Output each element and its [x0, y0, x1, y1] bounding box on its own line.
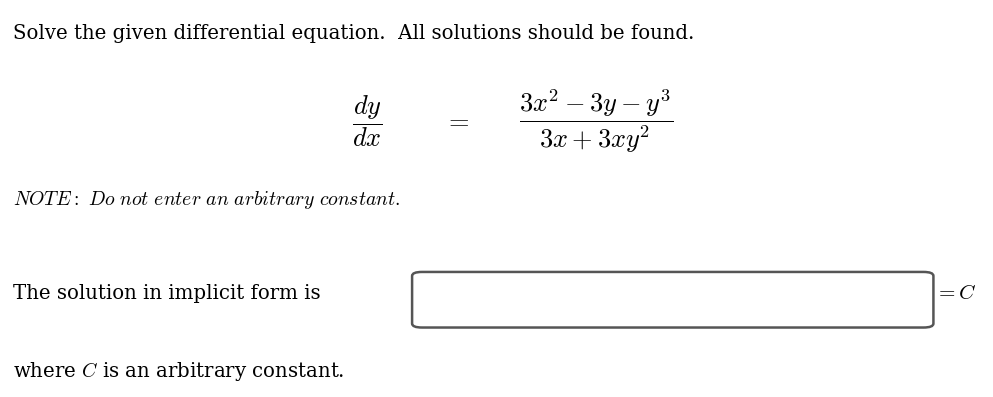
- Text: $\mathit{NOTE{:}\ Do\ not\ enter\ an\ arbitrary\ constant.}$: $\mathit{NOTE{:}\ Do\ not\ enter\ an\ ar…: [13, 189, 400, 212]
- Text: $= C$: $= C$: [935, 284, 977, 303]
- Text: $=$: $=$: [444, 109, 470, 133]
- Text: where $C$ is an arbitrary constant.: where $C$ is an arbitrary constant.: [13, 360, 345, 383]
- Text: The solution in implicit form is: The solution in implicit form is: [13, 284, 321, 303]
- Text: Solve the given differential equation.  All solutions should be found.: Solve the given differential equation. A…: [13, 24, 694, 43]
- FancyBboxPatch shape: [412, 272, 933, 328]
- Text: $\dfrac{dy}{dx}$: $\dfrac{dy}{dx}$: [352, 93, 383, 149]
- Text: $\dfrac{3x^2 - 3y - y^3}{3x + 3xy^2}$: $\dfrac{3x^2 - 3y - y^3}{3x + 3xy^2}$: [518, 87, 673, 155]
